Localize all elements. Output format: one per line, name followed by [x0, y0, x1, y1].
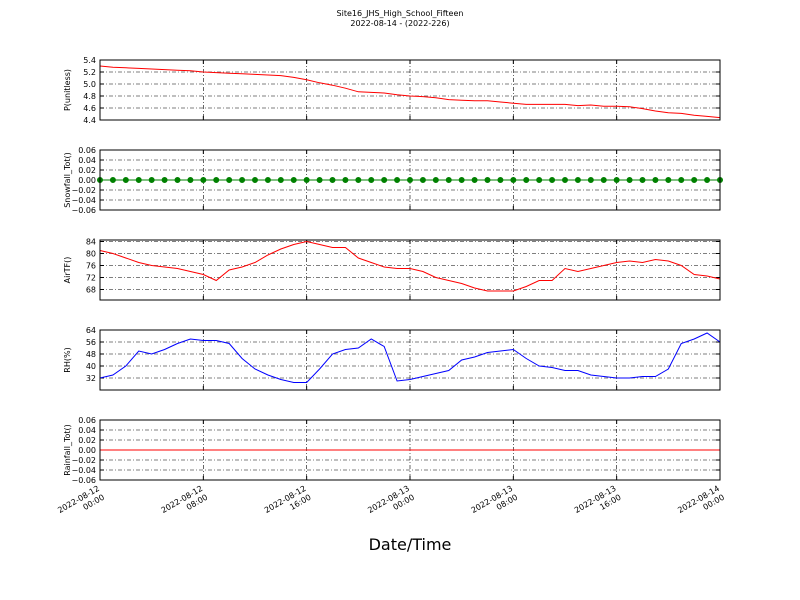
data-point: [562, 177, 568, 183]
data-point: [239, 177, 246, 183]
data-point: [691, 177, 698, 183]
y-tick-label: 68: [86, 286, 96, 295]
data-line: [99, 332, 721, 383]
plot-frame: [99, 149, 721, 211]
plot-frame: [99, 239, 721, 301]
y-tick-label: 4.8: [83, 92, 96, 101]
y-axis-label: Snowfall_Tot(): [63, 152, 72, 208]
data-point: [316, 177, 323, 183]
y-tick-label: 48: [86, 350, 96, 359]
y-tick-label: −0.06: [71, 476, 96, 485]
data-point: [394, 177, 401, 183]
y-tick-label: 32: [86, 374, 96, 383]
y-axis-label: RH(%): [63, 347, 72, 372]
data-point: [510, 177, 517, 183]
y-tick-label: 76: [86, 262, 96, 271]
chart-subtitle: 2022-08-14 - (2022-226): [350, 19, 449, 28]
y-tick-label: 0.04: [78, 156, 96, 165]
data-point: [161, 177, 168, 183]
y-tick-label: 64: [86, 326, 96, 335]
data-point: [639, 177, 646, 183]
data-point: [200, 177, 207, 183]
y-tick-label: 5.4: [83, 56, 96, 65]
data-point: [381, 177, 388, 183]
data-point: [264, 177, 271, 183]
data-point: [277, 177, 284, 183]
data-point: [574, 177, 581, 183]
data-point: [600, 177, 607, 183]
y-tick-label: 5.2: [83, 68, 96, 77]
y-axis-label: Rainfall_Tot(): [63, 424, 72, 476]
data-point: [213, 177, 220, 183]
y-tick-label: 4.4: [83, 116, 96, 125]
data-point: [432, 177, 439, 183]
data-point: [407, 177, 413, 183]
y-tick-label: −0.04: [71, 196, 96, 205]
data-point: [626, 177, 633, 183]
data-point: [135, 177, 142, 183]
data-point: [290, 177, 297, 183]
data-point: [329, 177, 336, 183]
data-point: [174, 177, 181, 183]
data-point: [355, 177, 362, 183]
y-tick-label: 0.06: [78, 146, 96, 155]
y-tick-label: 0.04: [78, 426, 96, 435]
data-point: [704, 177, 711, 183]
data-point: [187, 177, 194, 183]
y-tick-label: 0.06: [78, 416, 96, 425]
x-axis-label: Date/Time: [369, 535, 452, 554]
data-point: [252, 177, 258, 183]
y-tick-label: 80: [86, 250, 96, 259]
data-point: [445, 177, 452, 183]
y-tick-label: 0.02: [78, 166, 96, 175]
y-tick-label: 0.00: [78, 446, 96, 455]
data-point: [342, 177, 349, 183]
data-point: [368, 177, 375, 183]
y-tick-label: −0.04: [71, 466, 96, 475]
y-tick-label: 0.00: [78, 176, 96, 185]
y-tick-label: −0.02: [71, 456, 96, 465]
data-point: [497, 177, 504, 183]
data-line: [99, 65, 721, 119]
data-point: [678, 177, 685, 183]
data-point: [419, 177, 426, 183]
data-point: [303, 177, 310, 183]
chart-title: Site16_JHS_High_School_Fifteen: [337, 9, 464, 18]
data-point: [148, 177, 155, 183]
y-tick-label: 72: [86, 274, 96, 283]
data-point: [523, 177, 530, 183]
plot-frame: [99, 59, 721, 121]
y-tick-label: 56: [86, 338, 96, 347]
y-tick-label: 40: [86, 362, 96, 371]
data-point: [122, 177, 129, 183]
data-point: [471, 177, 478, 183]
data-point: [458, 177, 465, 183]
plot-frame: [99, 419, 721, 481]
y-axis-label: P(unitless): [63, 69, 72, 111]
data-point: [536, 177, 543, 183]
data-point: [484, 177, 491, 183]
y-tick-label: 5.0: [83, 80, 96, 89]
plot-frame: [99, 329, 721, 391]
data-point: [587, 177, 594, 183]
y-tick-label: 0.02: [78, 436, 96, 445]
y-axis-label: AirTF(): [63, 257, 72, 284]
y-tick-label: 4.6: [83, 104, 96, 113]
y-tick-label: −0.06: [71, 206, 96, 215]
data-point: [613, 177, 620, 183]
y-tick-label: −0.02: [71, 186, 96, 195]
data-point: [665, 177, 672, 183]
data-point: [109, 177, 116, 183]
y-tick-label: 84: [86, 238, 96, 247]
data-point: [226, 177, 233, 183]
data-point: [549, 177, 556, 183]
data-point: [652, 177, 659, 183]
data-line: [99, 240, 721, 292]
